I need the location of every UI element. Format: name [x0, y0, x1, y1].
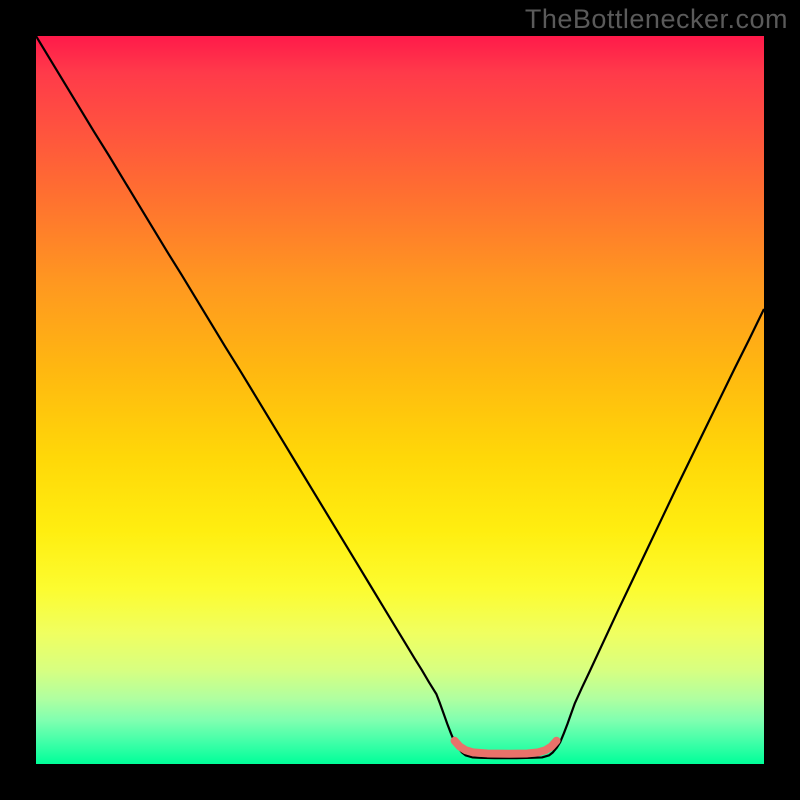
plot-frame: [36, 36, 764, 764]
curve-layer: [36, 36, 764, 764]
watermark-text: TheBottlenecker.com: [525, 4, 788, 35]
bottleneck-curve: [36, 36, 764, 758]
flat-marker: [455, 741, 557, 754]
